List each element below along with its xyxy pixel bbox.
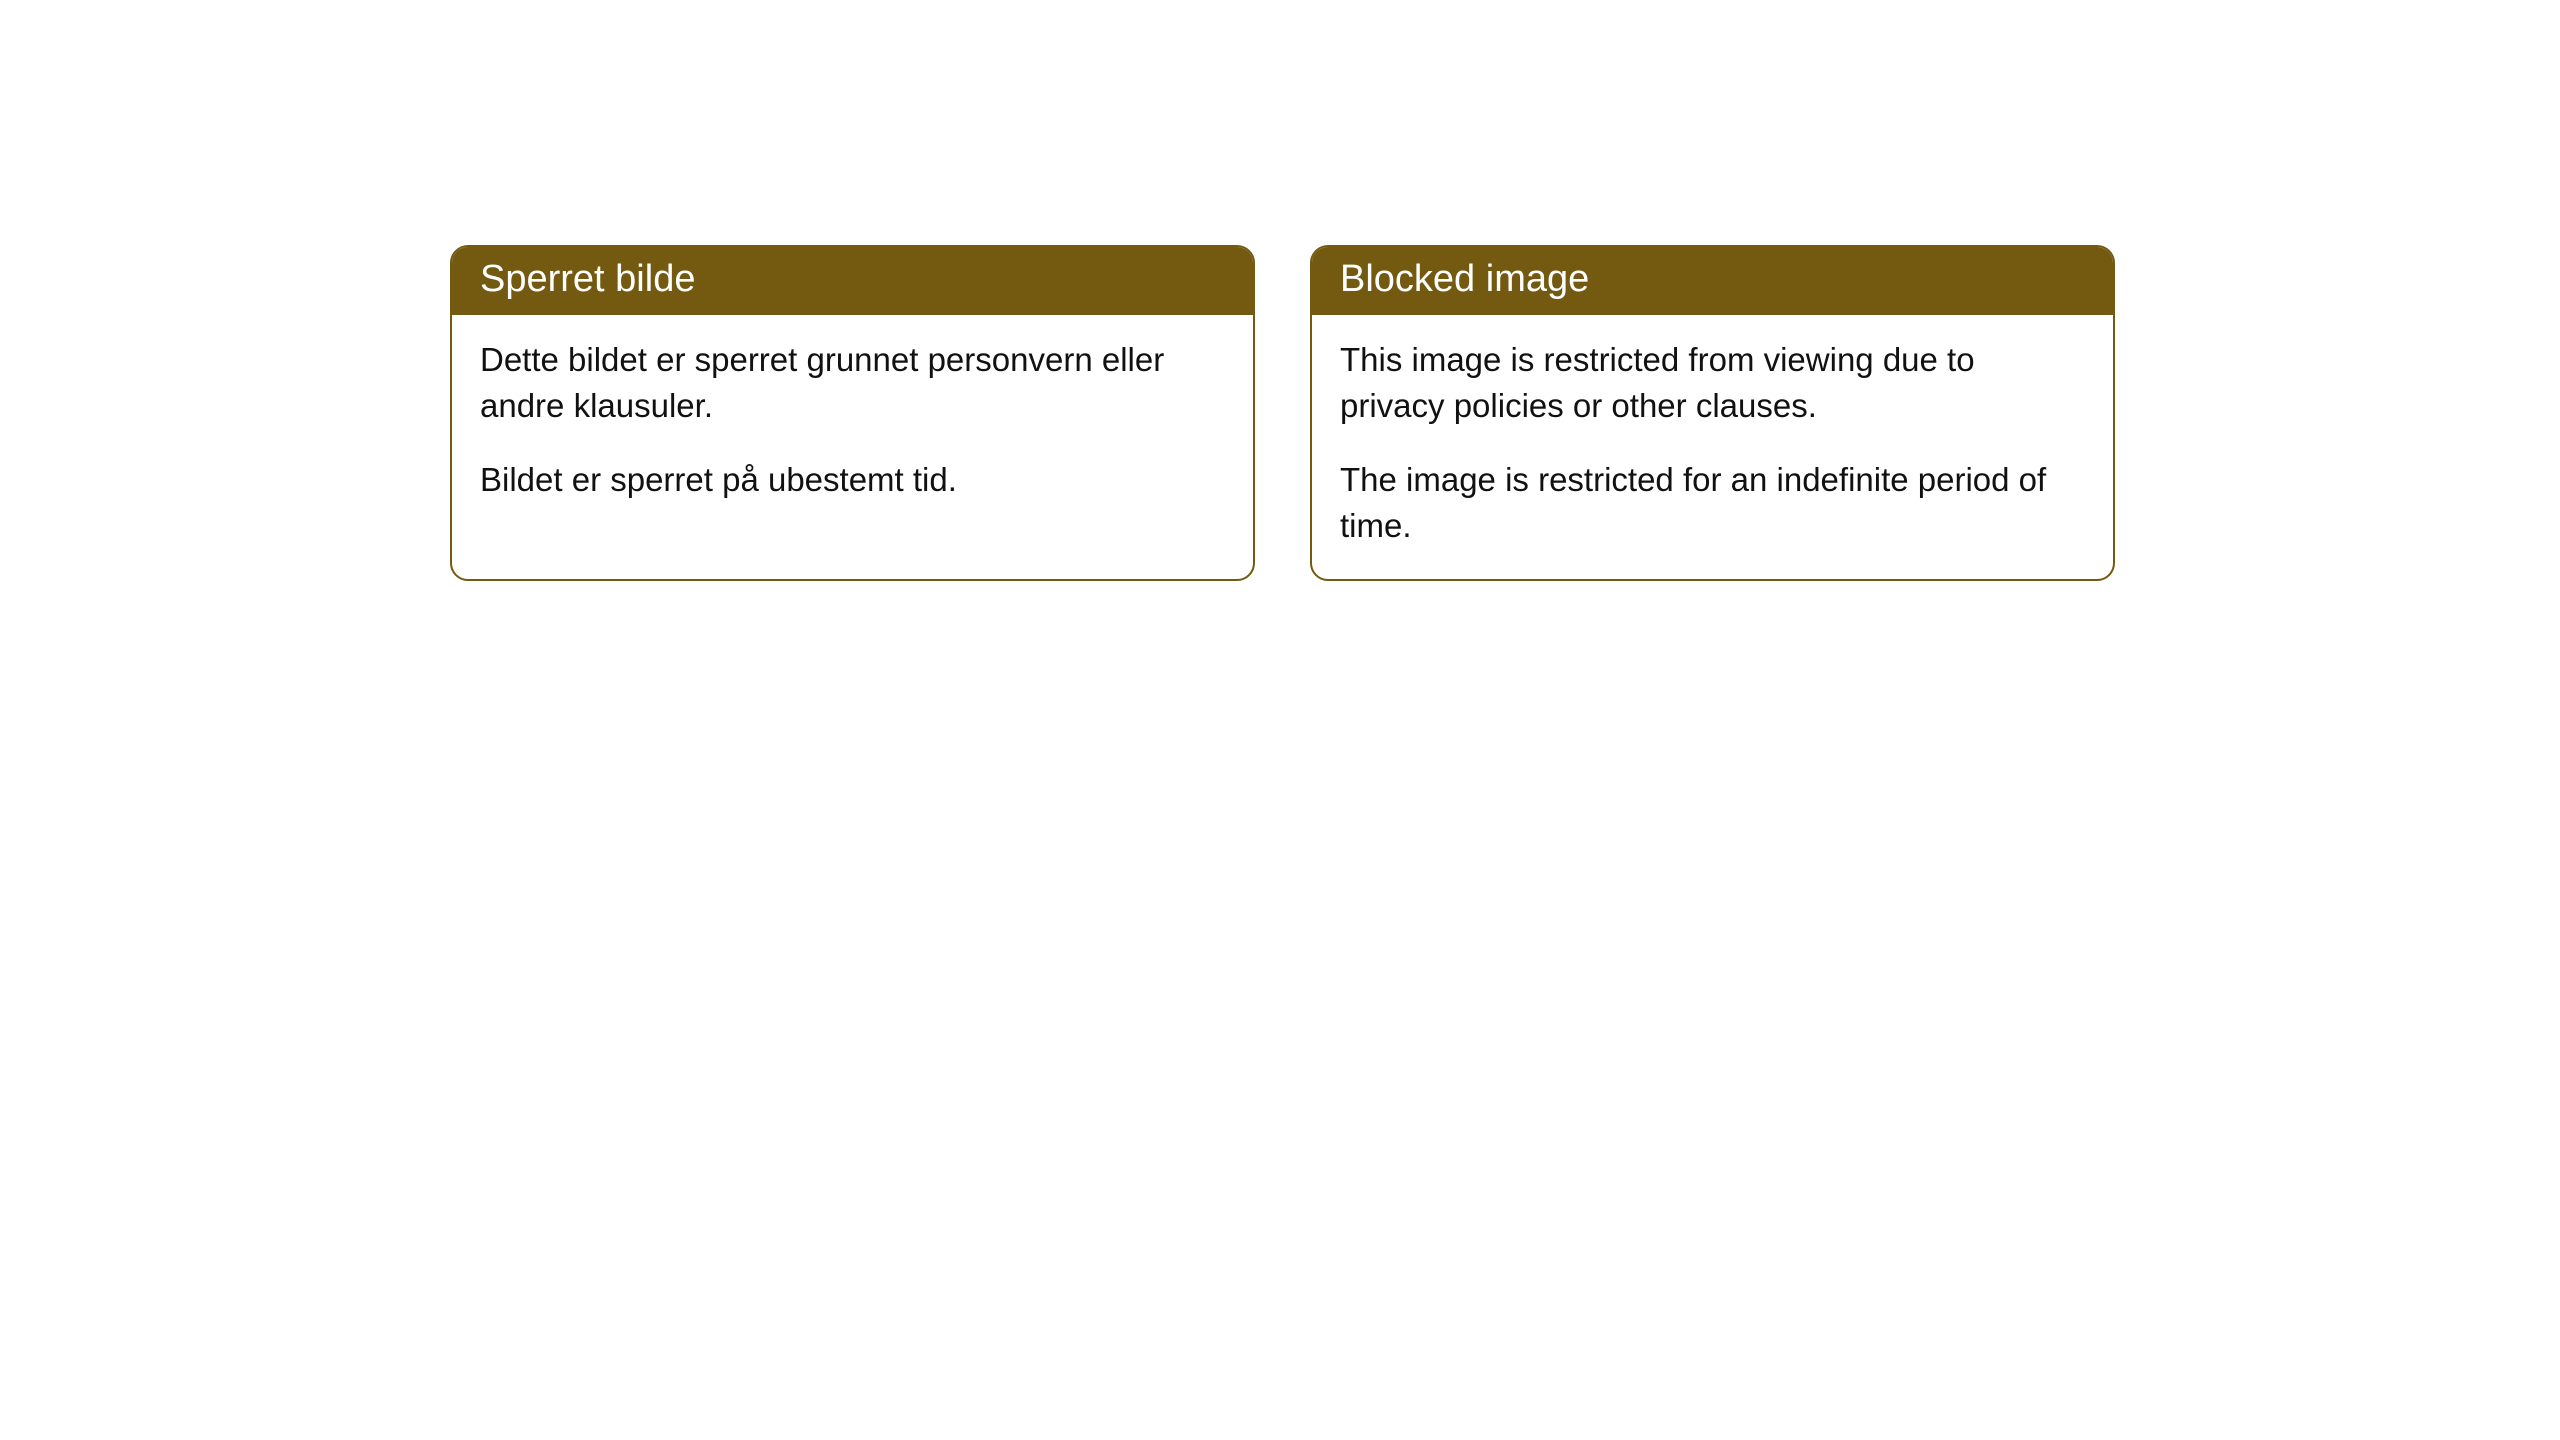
card-header: Sperret bilde	[452, 247, 1253, 315]
card-paragraph: This image is restricted from viewing du…	[1340, 337, 2085, 429]
card-paragraph: Dette bildet er sperret grunnet personve…	[480, 337, 1225, 429]
card-header: Blocked image	[1312, 247, 2113, 315]
notice-card-norwegian: Sperret bilde Dette bildet er sperret gr…	[450, 245, 1255, 581]
card-paragraph: Bildet er sperret på ubestemt tid.	[480, 457, 1225, 503]
notice-cards-container: Sperret bilde Dette bildet er sperret gr…	[450, 245, 2115, 581]
card-body: Dette bildet er sperret grunnet personve…	[452, 315, 1253, 534]
card-body: This image is restricted from viewing du…	[1312, 315, 2113, 580]
card-paragraph: The image is restricted for an indefinit…	[1340, 457, 2085, 549]
notice-card-english: Blocked image This image is restricted f…	[1310, 245, 2115, 581]
